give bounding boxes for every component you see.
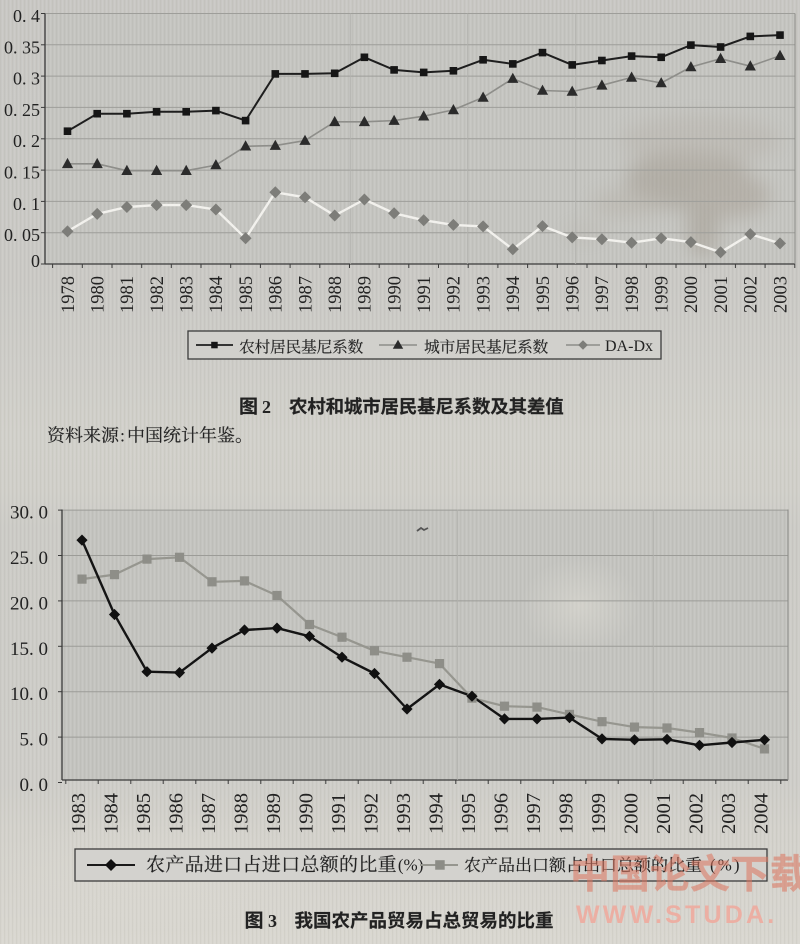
svg-text:1985: 1985 bbox=[237, 276, 257, 313]
svg-text:1998: 1998 bbox=[556, 793, 578, 834]
svg-text:25. 0: 25. 0 bbox=[10, 548, 48, 569]
svg-text:2003: 2003 bbox=[771, 276, 791, 313]
svg-text:2002: 2002 bbox=[686, 793, 708, 834]
svg-text:1983: 1983 bbox=[68, 793, 90, 834]
svg-text:2: 2 bbox=[262, 397, 271, 417]
svg-text:1994: 1994 bbox=[504, 276, 524, 313]
svg-text:0. 4: 0. 4 bbox=[13, 6, 40, 26]
svg-text:1983: 1983 bbox=[178, 276, 198, 313]
svg-text:1988: 1988 bbox=[326, 276, 346, 313]
svg-text:1982: 1982 bbox=[148, 276, 168, 313]
svg-text:DA-Dx: DA-Dx bbox=[605, 338, 653, 355]
svg-text:2002: 2002 bbox=[742, 276, 762, 313]
svg-text:0. 1: 0. 1 bbox=[13, 194, 40, 214]
svg-text:5. 0: 5. 0 bbox=[20, 730, 49, 751]
svg-text:1980: 1980 bbox=[89, 276, 109, 313]
svg-text:1986: 1986 bbox=[267, 276, 287, 313]
svg-text:1999: 1999 bbox=[588, 793, 610, 834]
svg-text:10. 0: 10. 0 bbox=[10, 684, 48, 705]
svg-text:0. 15: 0. 15 bbox=[4, 163, 40, 183]
svg-text:1995: 1995 bbox=[534, 276, 554, 313]
svg-text:1990: 1990 bbox=[385, 276, 405, 313]
svg-text:0. 05: 0. 05 bbox=[4, 225, 40, 245]
svg-text:1992: 1992 bbox=[361, 793, 383, 834]
svg-text:1984: 1984 bbox=[101, 793, 123, 834]
svg-text:1991: 1991 bbox=[415, 276, 435, 313]
svg-text:1996: 1996 bbox=[564, 276, 584, 313]
svg-text:2001: 2001 bbox=[653, 793, 675, 834]
svg-text:2001: 2001 bbox=[712, 276, 732, 313]
svg-text:1978: 1978 bbox=[59, 276, 79, 313]
svg-text:1997: 1997 bbox=[593, 276, 613, 313]
svg-text:30. 0: 30. 0 bbox=[10, 503, 48, 524]
svg-text:1989: 1989 bbox=[356, 276, 376, 313]
svg-text:1984: 1984 bbox=[207, 276, 227, 313]
svg-text:1992: 1992 bbox=[445, 276, 465, 313]
svg-text:0. 35: 0. 35 bbox=[4, 37, 40, 57]
svg-text:0. 25: 0. 25 bbox=[4, 100, 40, 120]
svg-text:1997: 1997 bbox=[523, 793, 545, 834]
svg-text:20. 0: 20. 0 bbox=[10, 593, 48, 614]
svg-text:0. 2: 0. 2 bbox=[13, 131, 40, 151]
svg-text:1981: 1981 bbox=[118, 276, 138, 313]
svg-text:(%): (%) bbox=[398, 856, 423, 875]
svg-text:2000: 2000 bbox=[682, 276, 702, 313]
svg-text:1999: 1999 bbox=[653, 276, 673, 313]
svg-text:1998: 1998 bbox=[623, 276, 643, 313]
svg-text:1990: 1990 bbox=[296, 793, 318, 834]
svg-text:1993: 1993 bbox=[393, 793, 415, 834]
svg-text:15. 0: 15. 0 bbox=[10, 639, 48, 660]
svg-text:1995: 1995 bbox=[458, 793, 480, 834]
svg-text:0: 0 bbox=[31, 251, 40, 271]
svg-text:1987: 1987 bbox=[296, 276, 316, 313]
svg-text:2000: 2000 bbox=[621, 793, 643, 834]
svg-text:1991: 1991 bbox=[328, 793, 350, 834]
svg-text:1986: 1986 bbox=[166, 793, 188, 834]
svg-text:WWW.STUDA.: WWW.STUDA. bbox=[576, 901, 777, 929]
svg-text:3: 3 bbox=[268, 911, 277, 931]
svg-text:2004: 2004 bbox=[751, 793, 773, 834]
svg-text::: : bbox=[120, 426, 125, 446]
svg-text:1989: 1989 bbox=[263, 793, 285, 834]
svg-text:1988: 1988 bbox=[231, 793, 253, 834]
svg-text:2003: 2003 bbox=[718, 793, 740, 834]
svg-text:1993: 1993 bbox=[474, 276, 494, 313]
svg-text:0. 0: 0. 0 bbox=[20, 775, 49, 796]
svg-text:1987: 1987 bbox=[198, 793, 220, 834]
svg-text:1996: 1996 bbox=[491, 793, 513, 834]
svg-text:1985: 1985 bbox=[133, 793, 155, 834]
svg-text:1994: 1994 bbox=[426, 793, 448, 834]
svg-text:0. 3: 0. 3 bbox=[13, 69, 40, 89]
